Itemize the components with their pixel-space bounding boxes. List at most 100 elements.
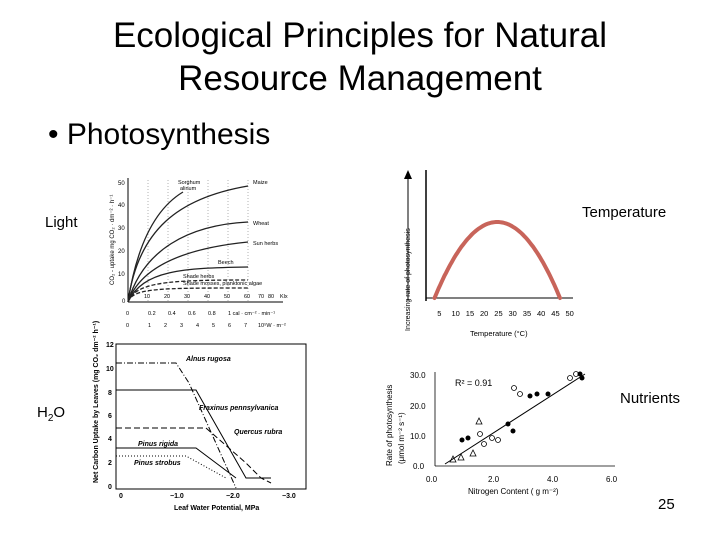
svg-text:6: 6 <box>108 413 112 420</box>
curve-beech <box>127 266 249 303</box>
regression-line <box>444 373 586 465</box>
light-x-ticks-3: 0 1 2 3 4 5 6 7 10⁵W · m⁻² <box>126 322 286 329</box>
nutrient-y-axis-unit: (μmol m⁻² s⁻¹) <box>397 412 406 464</box>
svg-text:0: 0 <box>108 484 112 491</box>
svg-text:0.0: 0.0 <box>426 475 438 484</box>
svg-text:2: 2 <box>108 460 112 467</box>
curve-sun-herbs <box>127 241 249 303</box>
svg-text:20.0: 20.0 <box>410 402 426 411</box>
svg-text:8: 8 <box>108 390 112 397</box>
data-points-triangles <box>449 417 483 463</box>
svg-text:2: 2 <box>164 323 167 329</box>
water-y-ticks: 12 10 8 6 4 2 0 <box>106 342 114 491</box>
light-label: Light <box>45 214 78 231</box>
svg-text:10: 10 <box>144 294 150 300</box>
curve-label: Maize <box>253 180 268 186</box>
temp-x-tick: 10 <box>452 309 460 318</box>
water-species-labels: Alnus rugosa Fraxinus pennsylvanica Quer… <box>134 356 282 467</box>
svg-text:0: 0 <box>119 493 123 500</box>
svg-text:70: 70 <box>258 294 264 300</box>
temp-x-tick: 40 <box>537 309 545 318</box>
curve-label: Wheat <box>253 221 269 227</box>
light-y-tick: 0 <box>122 299 126 305</box>
curve-label: Sorghum <box>178 180 201 186</box>
curve-maize <box>127 185 249 303</box>
light-y-tick: 30 <box>118 226 125 232</box>
light-x-ticks-1: 10 20 30 40 50 60 70 80 Klx <box>144 294 288 300</box>
title-line-1: Ecological Principles for Natural <box>112 16 608 55</box>
page-number: 25 <box>658 496 675 513</box>
light-y-axis-label: CO₂ - uptake mg CO₂ · dm⁻² · h⁻¹ <box>110 195 116 285</box>
svg-text:80: 80 <box>268 294 274 300</box>
nutrients-label: Nutrients <box>620 390 681 407</box>
bullet-dot: • <box>48 118 67 151</box>
svg-text:10: 10 <box>106 366 114 373</box>
svg-text:40: 40 <box>204 294 210 300</box>
svg-text:1 cal · cm⁻² · min⁻¹: 1 cal · cm⁻² · min⁻¹ <box>228 311 275 317</box>
nutrient-chart: Rate of photosynthesis (μmol m⁻² s⁻¹) 30… <box>385 371 618 496</box>
curve-quercus <box>116 427 272 484</box>
svg-text:0: 0 <box>126 311 129 317</box>
light-response-chart: CO₂ - uptake mg CO₂ · dm⁻² · h⁻¹ 50 40 3… <box>110 178 288 329</box>
curve-wheat <box>127 221 249 303</box>
svg-text:−2.0: −2.0 <box>226 493 240 500</box>
temp-x-ticks: 5 10 15 20 25 30 35 40 45 50 <box>437 309 574 318</box>
svg-text:4: 4 <box>108 436 112 443</box>
temp-y-axis-label: Increasing rate of photosynthesis <box>405 228 412 331</box>
svg-text:Pinus strobus: Pinus strobus <box>134 460 181 467</box>
curve-label: Beech <box>218 260 234 266</box>
light-y-tick: 10 <box>118 272 125 278</box>
svg-text:5: 5 <box>212 323 215 329</box>
svg-text:12: 12 <box>106 342 114 349</box>
temp-x-tick: 35 <box>523 309 531 318</box>
svg-text:20: 20 <box>164 294 170 300</box>
svg-text:0.6: 0.6 <box>188 311 196 317</box>
curve-fraxinus <box>116 389 271 479</box>
temp-x-tick: 25 <box>494 309 502 318</box>
temp-x-tick: 30 <box>509 309 517 318</box>
light-x-ticks-2: 0 0.2 0.4 0.6 0.8 1 cal · cm⁻² · min⁻¹ <box>126 311 275 317</box>
svg-text:0.0: 0.0 <box>413 462 425 471</box>
temp-x-tick: 45 <box>551 309 559 318</box>
curve-alnus <box>116 362 237 489</box>
svg-text:Pinus rigida: Pinus rigida <box>138 441 178 448</box>
temperature-response-chart: Increasing rate of photosynthesis 5 10 15 2… <box>404 170 574 338</box>
nutrient-x-ticks: 0.0 2.0 4.0 6.0 <box>426 475 618 484</box>
light-y-ticks: 50 40 30 20 10 0 <box>118 181 126 305</box>
svg-text:0.2: 0.2 <box>148 311 156 317</box>
water-x-ticks: 0 −1.0 −2.0 −3.0 <box>119 493 296 500</box>
curve-label: Shade mosses, planktonic algae <box>183 281 262 287</box>
svg-text:10.0: 10.0 <box>410 432 426 441</box>
svg-text:6.0: 6.0 <box>606 475 618 484</box>
light-y-tick: 40 <box>118 203 125 209</box>
curve-label: alinum <box>180 186 197 192</box>
temp-x-axis-label: Temperature (°C) <box>470 329 528 338</box>
svg-text:7: 7 <box>244 323 247 329</box>
temp-x-tick: 50 <box>566 309 574 318</box>
temperature-curve <box>432 220 562 300</box>
temp-x-tick: 20 <box>480 309 488 318</box>
svg-text:4: 4 <box>196 323 199 329</box>
r-squared: R² = 0.91 <box>455 378 492 388</box>
svg-text:Alnus rugosa: Alnus rugosa <box>185 356 231 363</box>
light-y-tick: 20 <box>118 249 125 255</box>
nutrient-x-axis-label: Nitrogen Content ( g m⁻²) <box>468 487 559 496</box>
curve-label: Shade herbs <box>183 274 214 280</box>
svg-text:−3.0: −3.0 <box>282 493 296 500</box>
svg-text:60: 60 <box>244 294 250 300</box>
svg-text:−1.0: −1.0 <box>170 493 184 500</box>
water-x-axis-label: Leaf Water Potential, MPa <box>174 505 259 512</box>
curve-pinus-rigida <box>116 447 237 479</box>
light-y-tick: 50 <box>118 181 125 187</box>
svg-text:1: 1 <box>148 323 151 329</box>
temperature-label: Temperature <box>582 204 667 221</box>
svg-text:4.0: 4.0 <box>547 475 559 484</box>
curve-shade-mosses <box>127 287 249 303</box>
svg-text:50: 50 <box>224 294 230 300</box>
y-axis-arrow-icon <box>404 170 412 179</box>
bullet-text: Photosynthesis <box>66 118 271 151</box>
nutrient-y-axis-label: Rate of photosynthesis <box>385 385 394 466</box>
temp-x-tick: 15 <box>466 309 474 318</box>
svg-text:30: 30 <box>184 294 190 300</box>
curve-pinus-strobus <box>116 455 227 479</box>
